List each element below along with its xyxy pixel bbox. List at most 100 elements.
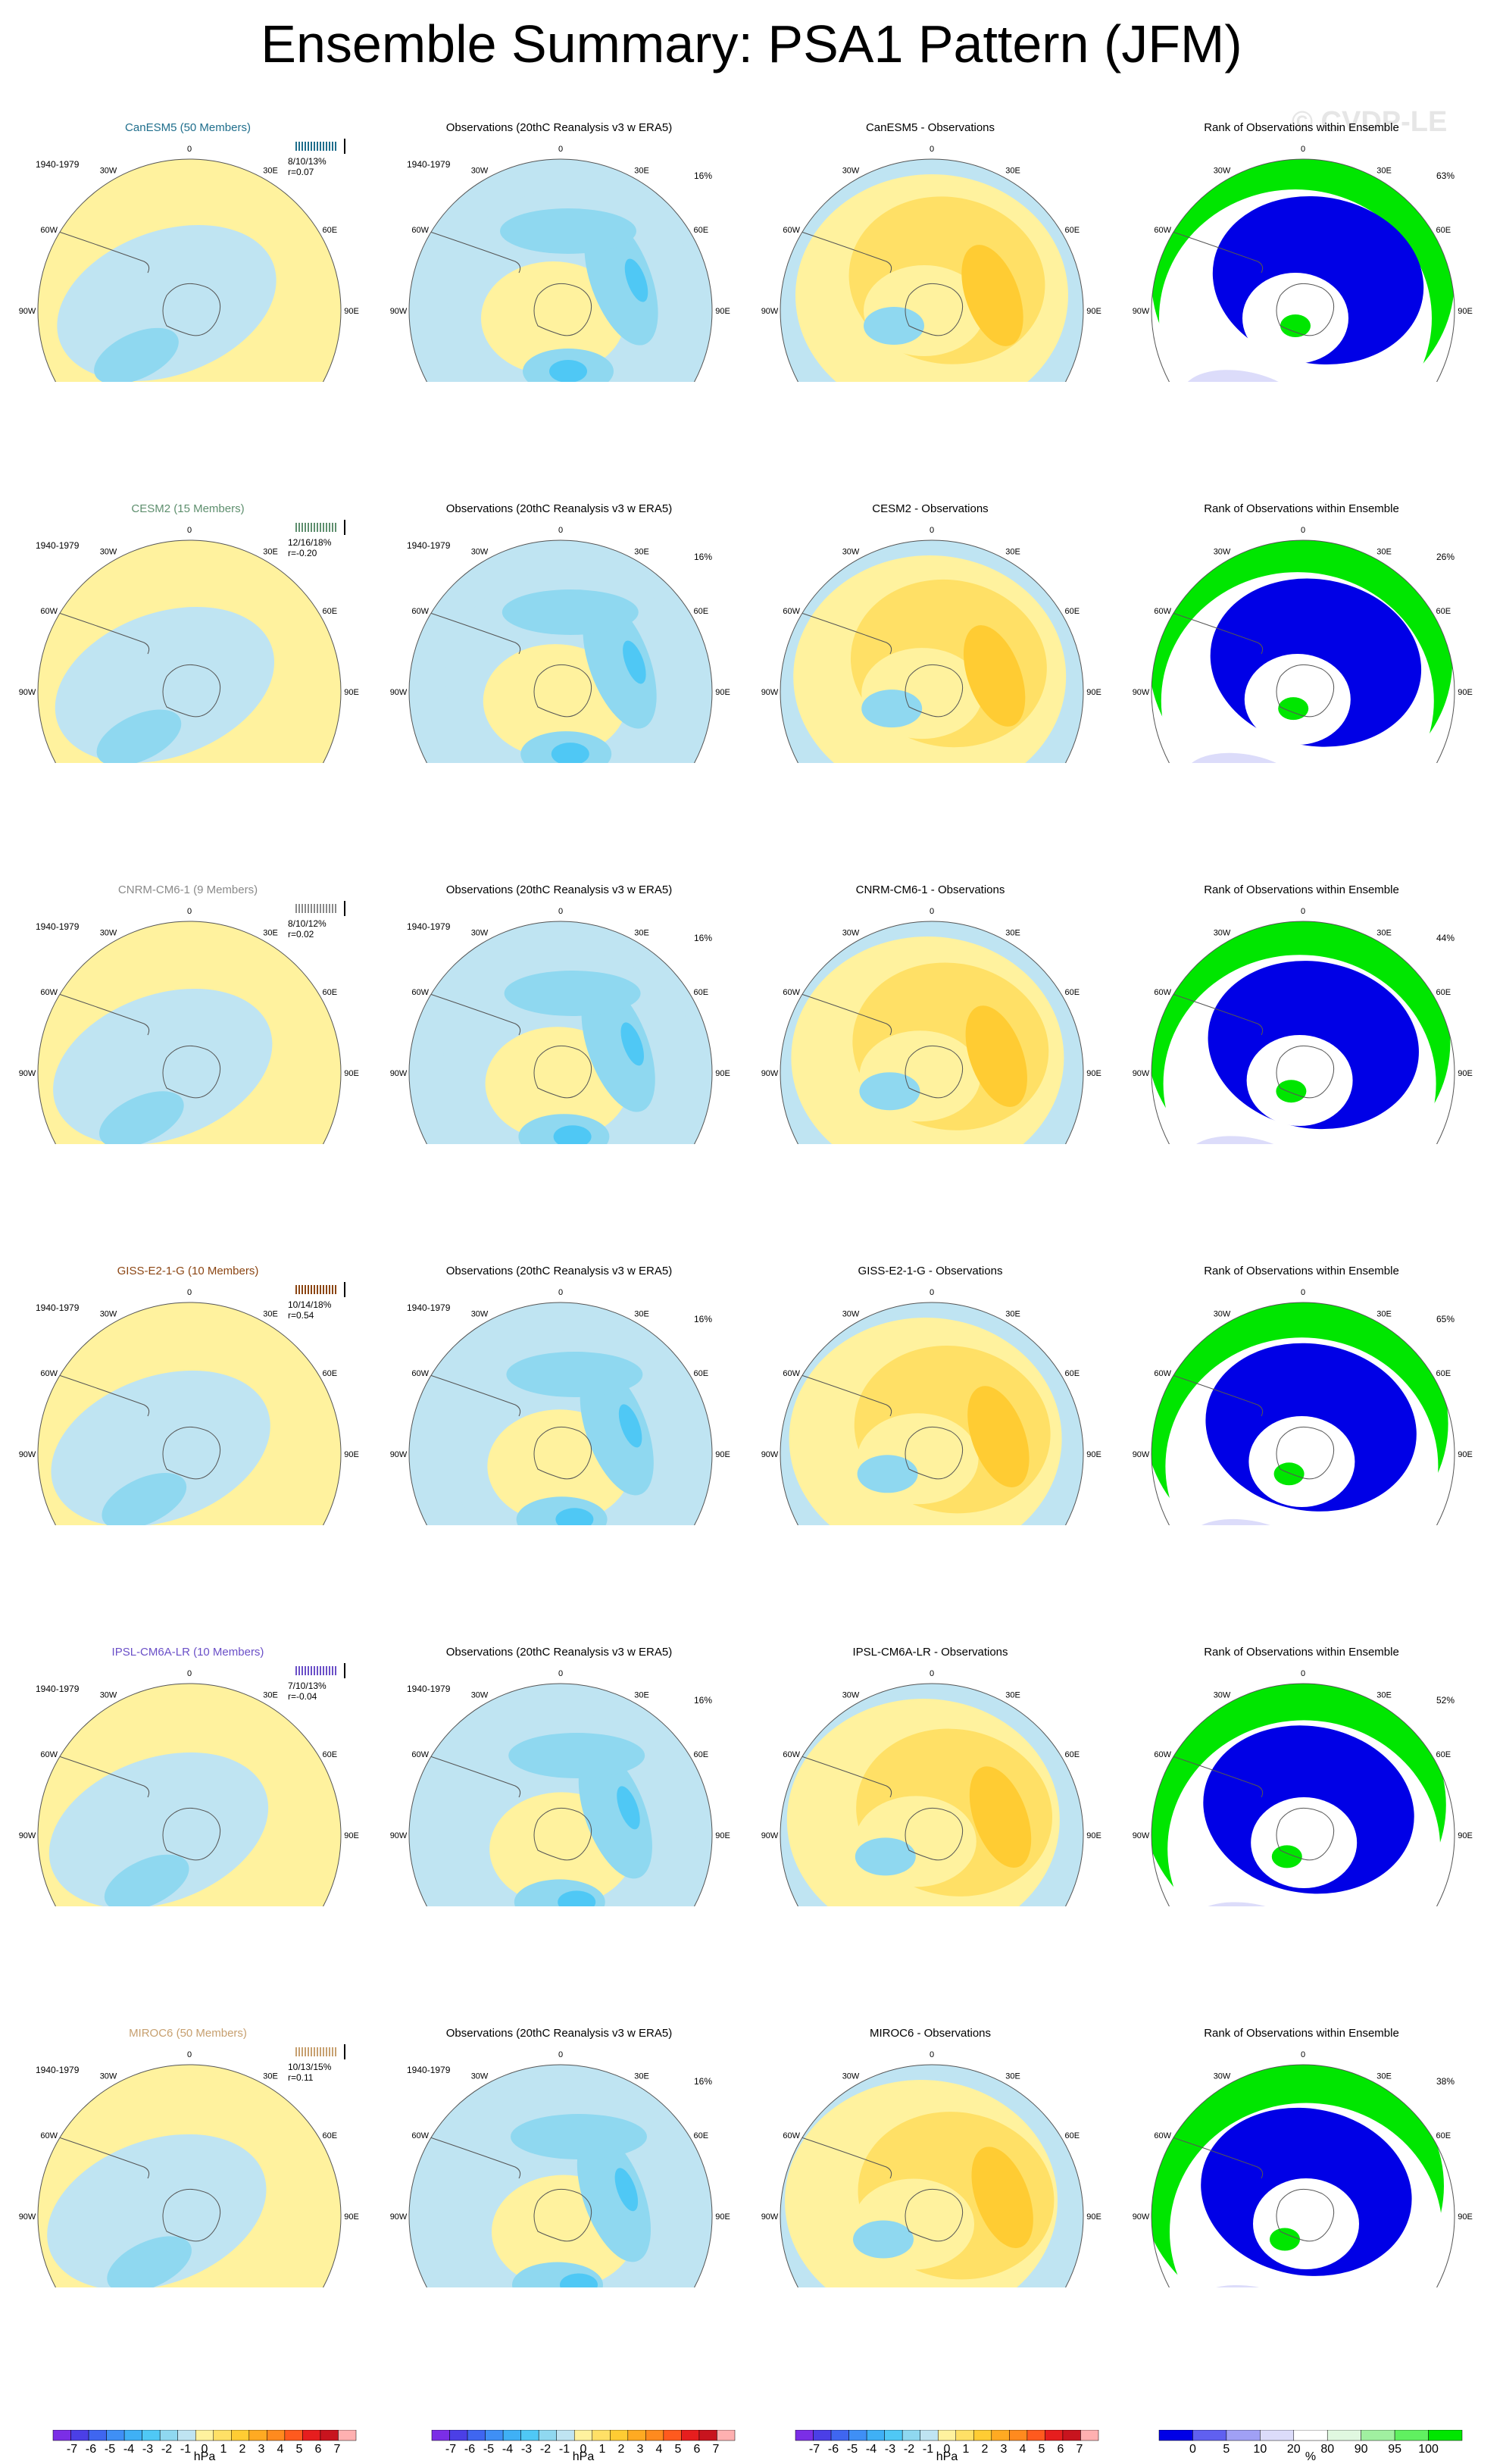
colorbar-swatch xyxy=(866,2429,885,2441)
field-contour xyxy=(555,1508,594,1525)
longitude-label: 60W xyxy=(1154,988,1171,997)
colorbar-tick-label: 2 xyxy=(982,2443,989,2456)
longitude-label: 30W xyxy=(100,548,117,557)
member-tick xyxy=(311,523,312,532)
colorbar-tick-label: 5 xyxy=(675,2443,682,2456)
polar-map: 030E60E90E120E150E180150W120W90W60W30W xyxy=(19,907,359,1144)
field-contour xyxy=(102,1472,187,1525)
longitude-label: 60W xyxy=(40,1750,58,1759)
longitude-label: 90E xyxy=(1086,1069,1101,1078)
map-border xyxy=(780,921,1084,1144)
longitude-label: 90W xyxy=(1133,1450,1150,1459)
member-tick xyxy=(298,1285,300,1294)
field-contour xyxy=(1270,2228,1300,2251)
antarctica-outline xyxy=(905,283,964,336)
antarctica-outline xyxy=(1276,2188,1335,2242)
polar-map: 030E60E90E120E150E180150W120W90W60W30W xyxy=(1133,145,1473,382)
diff-title: IPSL-CM6A-LR - Observations xyxy=(852,1646,1008,1659)
member-strip xyxy=(295,1663,345,1678)
variance-pct: 16% xyxy=(694,933,713,943)
member-tick xyxy=(335,904,336,913)
colorbar-tick-label: -6 xyxy=(828,2443,839,2456)
longitude-label: 90E xyxy=(1458,1831,1473,1840)
variance-pct: 16% xyxy=(694,170,713,181)
field-contour xyxy=(511,2114,647,2159)
longitude-label: 90W xyxy=(19,1069,36,1078)
map-border xyxy=(408,1302,713,1525)
longitude-label: 30W xyxy=(1214,167,1231,176)
rank-title: Rank of Observations within Ensemble xyxy=(1204,121,1399,134)
longitude-label: 60W xyxy=(783,2131,800,2140)
colorbar-swatch xyxy=(123,2429,142,2441)
obs-title: Observations (20thC Reanalysis v3 w ERA5… xyxy=(445,883,673,896)
longitude-label: 90W xyxy=(19,1831,36,1840)
obs-title: Observations (20thC Reanalysis v3 w ERA5… xyxy=(445,1646,673,1659)
polar-map: 030E60E90E120E150E180150W120W90W60W30W xyxy=(19,145,359,382)
longitude-label: 30W xyxy=(842,548,860,557)
longitude-label: 90E xyxy=(715,688,730,697)
longitude-label: 30E xyxy=(263,167,278,176)
colorbar-tick-label: -7 xyxy=(445,2443,456,2456)
peninsula-outline xyxy=(416,2132,521,2179)
longitude-label: 60E xyxy=(694,226,709,235)
rank-title: Rank of Observations within Ensemble xyxy=(1204,883,1399,896)
field-contour xyxy=(967,1386,1030,1487)
period-label: 1940-1979 xyxy=(36,159,80,170)
longitude-label: 30W xyxy=(471,1310,489,1319)
polar-map: 030E60E90E120E150E180150W120W90W60W30W xyxy=(1133,2050,1473,2287)
model-stats: 7/10/13% r=-0.04 xyxy=(288,1681,327,1702)
colorbar-swatch xyxy=(1394,2429,1429,2441)
member-tick xyxy=(326,523,327,532)
map-border xyxy=(37,1683,342,1906)
colorbar-swatch xyxy=(991,2429,1010,2441)
colorbar-swatch xyxy=(813,2429,832,2441)
peninsula-outline xyxy=(45,2132,150,2179)
longitude-label: 0 xyxy=(558,1288,563,1297)
longitude-label: 30E xyxy=(1005,1691,1020,1700)
obs-tick xyxy=(344,2044,345,2059)
colorbar-tick-label: 3 xyxy=(1001,2443,1008,2456)
period-label: 1940-1979 xyxy=(407,540,451,551)
longitude-label: 0 xyxy=(1301,2050,1305,2059)
member-tick xyxy=(308,2047,309,2056)
map-border xyxy=(37,921,342,1144)
peninsula-outline xyxy=(1158,1751,1264,1798)
panel-model-row2: 030E60E90E120E150E180150W120W90W60W30WCE… xyxy=(0,381,376,763)
member-tick xyxy=(295,1666,297,1675)
longitude-label: 30E xyxy=(1376,548,1392,557)
field-contour xyxy=(1276,1080,1307,1103)
member-tick xyxy=(332,523,333,532)
colorbar-swatch xyxy=(449,2429,468,2441)
longitude-label: 90E xyxy=(1086,2212,1101,2222)
longitude-label: 60E xyxy=(323,607,338,616)
colorbar-swatch xyxy=(556,2429,575,2441)
longitude-label: 90W xyxy=(1133,1831,1150,1840)
antarctica-outline xyxy=(1276,1426,1335,1480)
colorbar-tick-label: 5 xyxy=(1223,2443,1230,2456)
panel-rank-row2: 030E60E90E120E150E180150W120W90W60W30WRa… xyxy=(1114,381,1489,763)
stat-line: 10/14/18% xyxy=(288,1299,332,1310)
longitude-label: 60E xyxy=(1065,1369,1080,1378)
colorbar-swatch xyxy=(1045,2429,1064,2441)
obs-tick xyxy=(344,1663,345,1678)
member-tick xyxy=(320,142,321,151)
field-contour xyxy=(1253,2178,1359,2269)
model-stats: 10/14/18% r=0.54 xyxy=(288,1299,331,1321)
colorbar-tick-label: -1 xyxy=(923,2443,933,2456)
longitude-label: 30E xyxy=(634,1310,649,1319)
longitude-label: 30E xyxy=(634,1691,649,1700)
rank-title: Rank of Observations within Ensemble xyxy=(1204,502,1399,515)
field-contour xyxy=(104,1854,189,1906)
polar-map: 030E60E90E120E150E180150W120W90W60W30W xyxy=(1133,907,1473,1144)
colorbar-swatch xyxy=(485,2429,504,2441)
longitude-label: 0 xyxy=(930,1288,934,1297)
antarctica-outline xyxy=(533,664,592,718)
longitude-label: 60E xyxy=(1065,226,1080,235)
colorbar-swatch xyxy=(1192,2429,1227,2441)
longitude-label: 0 xyxy=(930,2050,934,2059)
colorbar-swatch xyxy=(1260,2429,1295,2441)
peninsula-outline xyxy=(787,2132,892,2179)
member-tick xyxy=(323,1666,324,1675)
period-label: 1940-1979 xyxy=(36,540,80,551)
peninsula-outline xyxy=(787,1370,892,1417)
